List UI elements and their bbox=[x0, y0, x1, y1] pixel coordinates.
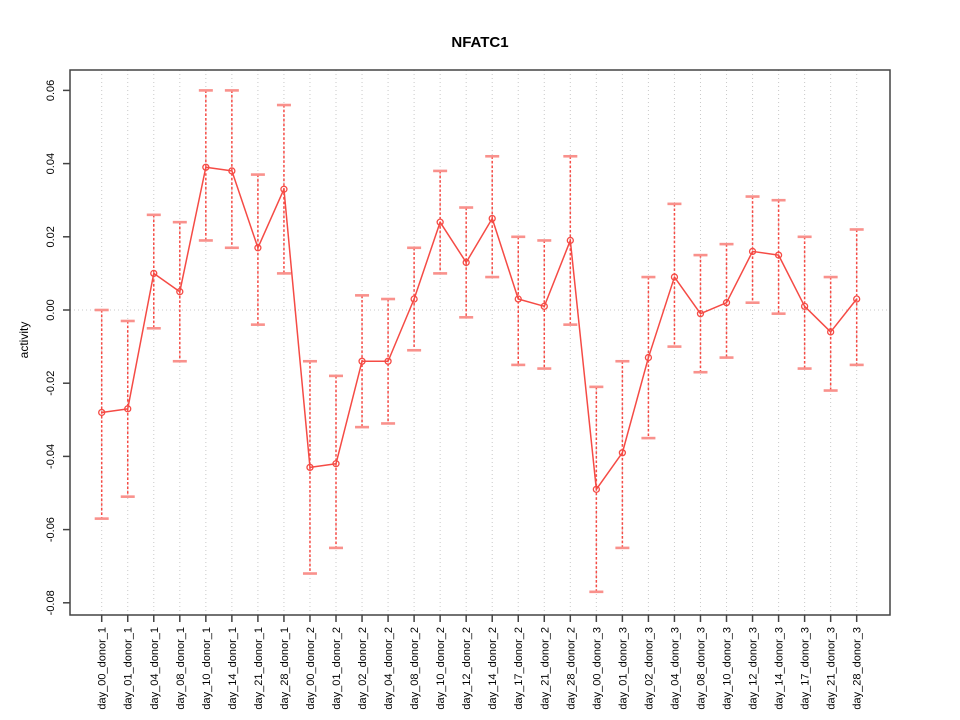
x-tick-label: day_10_donor_3 bbox=[722, 627, 734, 710]
x-tick-label: day_01_donor_3 bbox=[617, 627, 629, 710]
error-bar bbox=[823, 275, 838, 392]
data-point-marker bbox=[853, 295, 861, 303]
data-point-marker bbox=[150, 269, 158, 278]
error-bar bbox=[485, 154, 500, 279]
x-tick-label: day_28_donor_2 bbox=[565, 627, 577, 710]
error-bar bbox=[719, 242, 734, 359]
x-tick-label: day_12_donor_2 bbox=[461, 627, 473, 710]
error-bar bbox=[693, 253, 708, 374]
x-tick-label: day_00_donor_3 bbox=[591, 627, 603, 710]
y-axis-title: activity bbox=[17, 322, 31, 359]
x-tick-label: day_14_donor_2 bbox=[487, 627, 499, 710]
x-tick-label: day_04_donor_1 bbox=[149, 627, 161, 710]
data-point-marker bbox=[306, 463, 314, 472]
data-point-marker bbox=[384, 357, 392, 365]
data-point-marker bbox=[436, 218, 444, 226]
data-point-marker bbox=[358, 357, 366, 365]
x-tick-label: day_08_donor_2 bbox=[409, 627, 421, 710]
y-tick-label: -0.06 bbox=[45, 517, 57, 542]
y-tick-label: 0.06 bbox=[45, 80, 57, 101]
x-tick-label: day_04_donor_3 bbox=[669, 627, 681, 710]
data-point-marker bbox=[98, 408, 106, 417]
x-tick-label: day_14_donor_3 bbox=[774, 627, 786, 710]
data-point-marker bbox=[644, 353, 653, 362]
error-bar bbox=[224, 89, 239, 250]
data-point-marker bbox=[332, 460, 340, 468]
x-tick-label: day_12_donor_3 bbox=[748, 627, 760, 710]
error-bar bbox=[615, 359, 630, 550]
x-tick-label: day_21_donor_1 bbox=[253, 627, 265, 710]
error-bar bbox=[250, 173, 265, 326]
data-point-marker bbox=[124, 405, 132, 413]
data-point-marker bbox=[748, 247, 757, 256]
data-point-marker bbox=[722, 299, 731, 307]
data-point-marker bbox=[514, 295, 522, 303]
data-point-marker bbox=[410, 295, 418, 303]
data-point-marker bbox=[228, 167, 236, 175]
x-tick-label: day_21_donor_2 bbox=[539, 627, 551, 710]
axis-layer: 0.06 0.04 0.02 0.00 -0.02 -0.04 -0.06 -0.08 day_… bbox=[45, 80, 864, 710]
error-bar bbox=[198, 89, 213, 242]
y-tick-label: -0.02 bbox=[45, 371, 57, 396]
error-bar bbox=[329, 374, 344, 550]
chart-title: NFATC1 bbox=[451, 34, 508, 51]
y-tick-label: -0.08 bbox=[45, 590, 57, 615]
data-point-marker bbox=[488, 214, 496, 223]
x-tick-label: day_21_donor_3 bbox=[826, 627, 838, 710]
data-point-marker bbox=[566, 236, 574, 245]
error-bar bbox=[771, 198, 786, 315]
x-tick-label: day_14_donor_1 bbox=[227, 627, 239, 710]
data-point-marker bbox=[462, 258, 470, 267]
data-point-marker bbox=[176, 288, 184, 296]
error-bar bbox=[667, 202, 682, 348]
data-point-marker bbox=[827, 328, 835, 336]
error-bar bbox=[511, 235, 526, 367]
x-tick-label: day_00_donor_1 bbox=[97, 627, 109, 710]
x-tick-label: day_28_donor_1 bbox=[279, 627, 291, 710]
error-bar bbox=[797, 235, 812, 370]
x-tick-label: day_08_donor_1 bbox=[175, 627, 187, 710]
x-tick-label: day_02_donor_3 bbox=[643, 627, 655, 710]
x-tick-label: day_02_donor_2 bbox=[357, 627, 369, 710]
x-tick-label: day_10_donor_2 bbox=[435, 627, 447, 710]
series-line bbox=[101, 166, 858, 491]
data-point-marker bbox=[800, 302, 809, 310]
error-bar bbox=[537, 239, 552, 370]
y-tick-label: 0.02 bbox=[45, 226, 57, 247]
x-tick-label: day_01_donor_2 bbox=[331, 627, 343, 710]
plot-border bbox=[69, 69, 891, 616]
error-bar bbox=[745, 195, 760, 304]
data-point-marker bbox=[618, 449, 627, 457]
series-layer bbox=[94, 89, 864, 594]
data-point-marker bbox=[254, 244, 262, 252]
data-point-marker bbox=[592, 485, 600, 493]
data-point-marker bbox=[774, 251, 783, 259]
x-tick-label: day_28_donor_3 bbox=[852, 627, 864, 710]
data-point-marker bbox=[696, 310, 705, 318]
x-tick-label: day_17_donor_3 bbox=[800, 627, 812, 710]
data-point-marker bbox=[540, 302, 548, 310]
error-bar bbox=[849, 228, 864, 367]
x-tick-label: day_08_donor_3 bbox=[695, 627, 707, 710]
x-tick-label: day_01_donor_1 bbox=[123, 627, 135, 710]
error-bar bbox=[94, 308, 109, 520]
y-tick-label: -0.04 bbox=[45, 444, 57, 469]
x-tick-label: day_10_donor_1 bbox=[201, 627, 213, 710]
error-bar bbox=[459, 206, 474, 319]
x-tick-label: day_00_donor_2 bbox=[305, 627, 317, 710]
x-tick-label: day_04_donor_2 bbox=[383, 627, 395, 710]
data-point-marker bbox=[280, 185, 288, 193]
error-bar bbox=[146, 213, 161, 330]
data-point-marker bbox=[670, 273, 679, 281]
grid-layer bbox=[70, 70, 890, 615]
y-tick-label: 0.00 bbox=[45, 299, 57, 320]
data-point-marker bbox=[202, 163, 210, 171]
x-tick-label: day_17_donor_2 bbox=[513, 627, 525, 710]
y-tick-label: 0.04 bbox=[45, 153, 57, 174]
